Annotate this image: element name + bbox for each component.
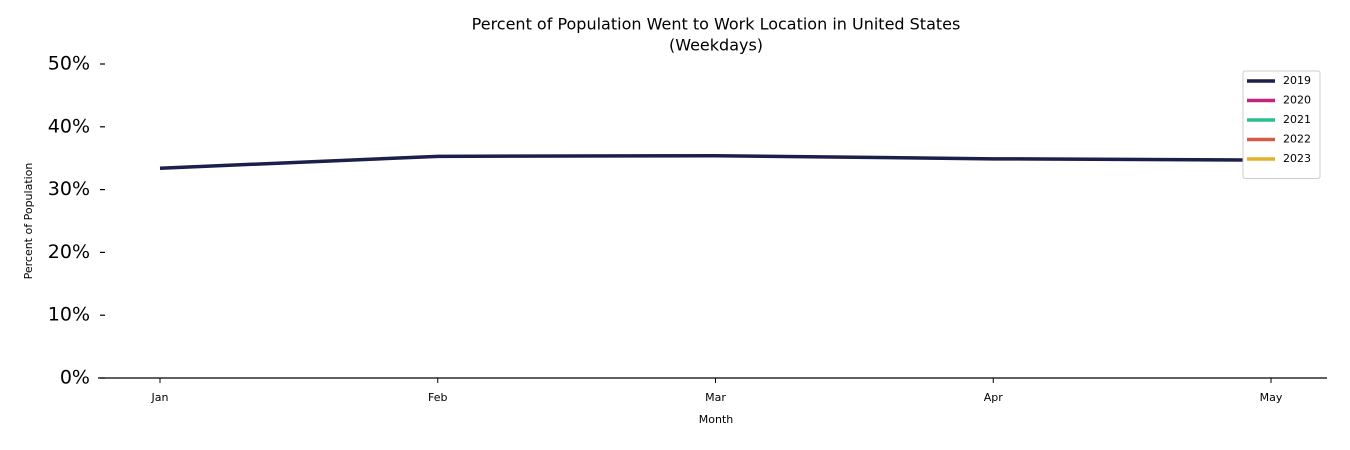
legend-label: 2019 [1283, 74, 1311, 87]
x-tick-label: Mar [705, 391, 726, 404]
y-tick-label: 30% [48, 178, 90, 200]
y-tick-label: 10% [48, 304, 90, 326]
legend-label: 2023 [1283, 152, 1311, 165]
x-axis-label: Month [699, 413, 734, 426]
chart-title: Percent of Population Went to Work Locat… [472, 15, 961, 34]
y-tick-label: 40% [48, 115, 90, 137]
legend-label: 2021 [1283, 113, 1311, 126]
y-axis-label: Percent of Population [22, 163, 35, 280]
x-tick-label: May [1260, 391, 1283, 404]
legend-label: 2020 [1283, 94, 1311, 107]
y-tick-label: 0% [60, 367, 90, 389]
chart-subtitle: (Weekdays) [669, 36, 763, 55]
series-line [159, 153, 1272, 170]
x-tick-label: Feb [428, 391, 447, 404]
x-tick-label: Apr [984, 391, 1004, 404]
legend-label: 2022 [1283, 133, 1311, 146]
y-tick-label: 20% [48, 241, 90, 263]
x-tick-label: Jan [151, 391, 169, 404]
y-tick-label: 50% [48, 53, 90, 75]
legend-box [1242, 70, 1321, 179]
